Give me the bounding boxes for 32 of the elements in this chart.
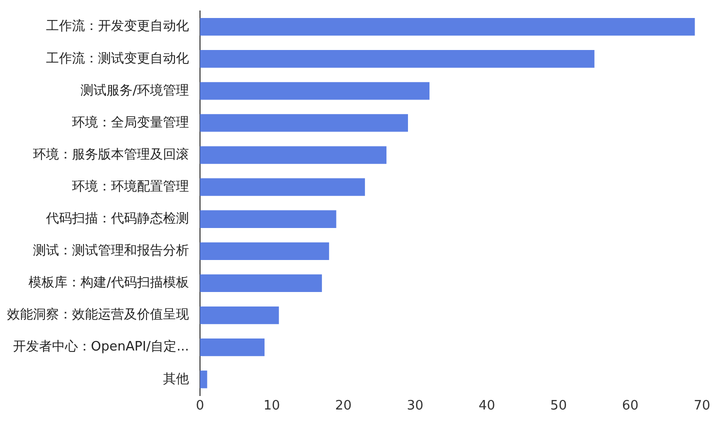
bar [200,114,408,132]
bar [200,338,265,356]
x-tick-label: 60 [622,398,639,414]
y-tick-label: 效能洞察：效能运营及价值呈现 [7,306,189,323]
bar [200,146,386,164]
bar [200,178,365,196]
x-tick-label: 50 [550,398,567,414]
x-tick-label: 10 [263,398,280,414]
y-tick-label: 测试：测试管理和报告分析 [33,244,189,259]
x-tick-label: 30 [406,398,424,414]
y-tick-label: 开发者中心：OpenAPI/自定... [12,338,189,355]
bar [200,306,279,324]
bar [200,18,695,36]
bar [200,274,322,292]
x-tick-label: 20 [335,398,352,414]
y-tick-label: 其他 [163,372,189,387]
y-tick-label: 代码扫描：代码静态检测 [45,212,189,226]
y-tick-label: 工作流：测试变更自动化 [46,50,189,66]
bar [200,370,208,388]
y-tick-label: 环境：全局变量管理 [72,114,189,130]
y-tick-label: 模板库：构建/代码扫描模板 [28,276,189,291]
y-tick-label: 测试服务/环境管理 [80,82,189,98]
bar [200,242,330,260]
bar [200,50,594,68]
y-tick-label: 工作流：开发变更自动化 [46,18,189,34]
bar [200,210,336,228]
bar [200,82,430,100]
x-tick-label: 0 [196,398,204,414]
y-tick-label: 环境：环境配置管理 [72,178,189,194]
x-tick-label: 40 [478,398,496,414]
y-tick-label: 环境：服务版本管理及回滚 [33,146,189,162]
x-tick-label: 70 [694,398,710,414]
